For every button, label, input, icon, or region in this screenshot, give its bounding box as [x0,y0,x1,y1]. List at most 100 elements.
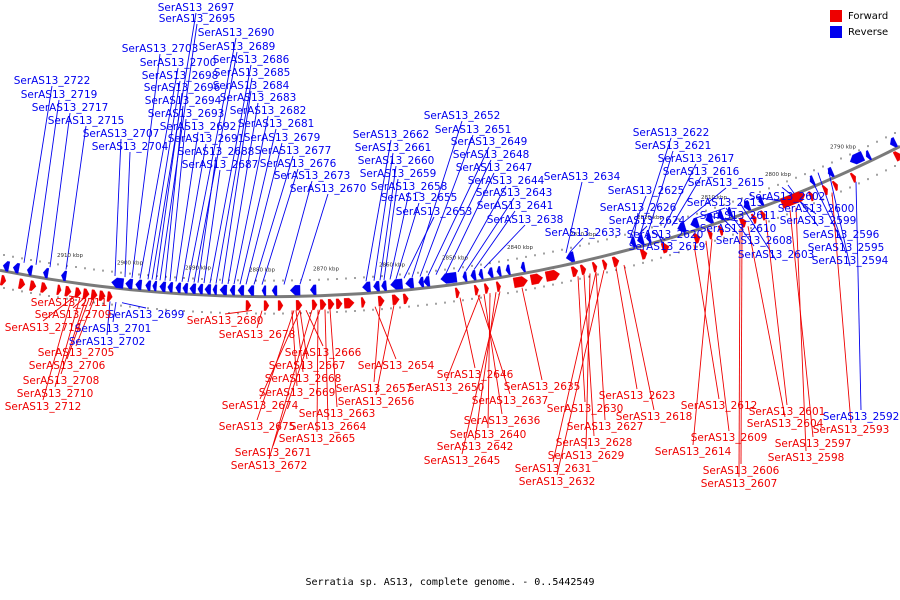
gene-label: SerAS13_2635 [504,381,581,393]
gene-arrow-shape [40,282,48,293]
gene-arrow-shape [182,283,189,294]
gene-label: SerAS13_2647 [456,162,533,174]
leader-line [215,77,253,284]
reverse-gene-arrow [261,285,267,296]
gene-label: SerAS13_2606 [703,465,780,477]
forward-gene-arrow [717,225,724,236]
leader-line [35,99,60,265]
leader-line [209,64,252,284]
ruler-label: 2900 kbp [117,261,143,267]
forward-gene-arrow [335,298,343,310]
gene-arrow-shape [591,261,598,273]
leader-line [169,118,187,282]
forward-gene-arrow [106,291,113,302]
leader-line [556,269,605,476]
gene-arrow-shape [152,280,158,292]
gene-label: SerAS13_2646 [437,369,514,381]
forward-gene-arrow [692,233,701,244]
gene-label: SerAS13_2634 [544,171,621,183]
leader-line [483,294,503,415]
gene-label: SerAS13_2624 [609,215,686,227]
gene-arrow-shape [809,175,816,186]
leader-line [112,302,117,323]
forward-gene-arrow [570,266,579,278]
gene-label: SerAS13_2705 [38,347,115,359]
reverse-gene-arrow [809,175,816,186]
gene-arrow-shape [831,180,838,191]
gene-label: SerAS13_2617 [658,153,735,165]
reverse-gene-arrow [405,277,415,289]
forward-gene-arrow [18,278,26,290]
leader-line [583,274,595,437]
gene-label: SerAS13_2672 [231,460,308,472]
gene-arrow-shape [135,279,143,291]
gene-arrow-shape [125,278,134,290]
reverse-gene-arrow [43,267,50,279]
gene-label: SerAS13_2715 [48,115,125,127]
gene-label: SerAS13_2679 [244,132,321,144]
leader-line [461,291,501,455]
gene-arrow-shape [865,150,873,161]
gene-arrow-shape [512,276,528,289]
gene-arrow-shape [106,291,113,302]
gene-arrow-shape [690,217,700,229]
gene-arrow-shape [637,234,645,245]
forward-gene-arrow [295,300,303,311]
leader-line [193,51,238,283]
gene-arrow-shape [570,266,579,278]
gene-label: SerAS13_2637 [472,395,549,407]
gene-label: SerAS13_2710 [17,388,94,400]
gene-arrow-shape [646,232,652,243]
forward-gene-arrow [377,295,385,307]
gene-arrow-shape [717,209,725,221]
reverse-gene-arrow [743,200,752,211]
forward-gene-arrow [56,284,62,296]
gene-label: SerAS13_2653 [396,206,473,218]
leader-line [375,304,395,396]
gene-label: SerAS13_2661 [355,142,432,154]
reverse-gene-arrow [229,285,236,296]
leader-line [124,151,131,278]
gene-label: SerAS13_2667 [269,360,346,372]
ruler-label: 2910 kbp [57,253,83,259]
gene-label: SerAS13_2678 [219,329,296,341]
gene-label: SerAS13_2675 [219,421,296,433]
reverse-gene-arrow [167,282,174,293]
leader-line [411,120,463,278]
gene-label: SerAS13_2629 [548,450,625,462]
forward-gene-arrow [831,180,838,191]
gene-label: SerAS13_2684 [213,80,290,92]
gene-arrow-shape [743,200,752,211]
leader-line [65,125,87,270]
forward-gene-arrow [821,185,828,196]
ruler-labels: 2910 kbp 2900 kbp 2890 kbp 2880 kbp 2870 kbp… [57,145,856,274]
gene-label: SerAS13_2687 [182,159,259,171]
forward-gene-arrow [0,274,7,286]
forward-gene-arrow [473,284,479,296]
gene-arrow-shape [175,282,182,294]
gene-label: SerAS13_2618 [616,411,693,423]
ruler-label: 2820 kbp [637,215,663,221]
gene-arrow-shape [677,221,687,233]
leader-line [75,299,95,347]
leader-line [565,181,583,253]
gene-label: SerAS13_2689 [199,41,276,53]
forward-gene-arrow [544,269,560,282]
reverse-gene-arrow [125,278,134,290]
gene-arrows [0,137,900,311]
leader-line [253,155,294,285]
gene-arrow-shape [487,267,494,278]
gene-arrow-shape [343,297,355,309]
leader-line [577,276,586,403]
reverse-gene-arrow [182,283,189,294]
gene-label: SerAS13_2681 [238,118,315,130]
gene-label: SerAS13_2695 [159,13,236,25]
gene-arrow-shape [706,229,713,240]
gene-label: SerAS13_2619 [629,241,706,253]
leader-line [683,187,727,223]
gene-label: SerAS13_2691 [168,133,245,145]
legend-forward-swatch [830,10,842,22]
reverse-gene-arrow [470,269,477,281]
leader-line [789,210,814,438]
gene-labels: SerAS13_2722SerAS13_2719SerAS13_2717SerA… [5,2,900,490]
